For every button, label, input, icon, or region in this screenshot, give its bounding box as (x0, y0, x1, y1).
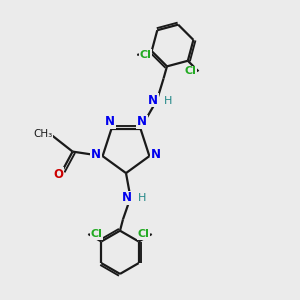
Text: N: N (91, 148, 101, 161)
Text: CH₃: CH₃ (34, 129, 53, 139)
Text: Cl: Cl (140, 50, 152, 60)
Text: H: H (164, 96, 172, 106)
Text: O: O (53, 168, 64, 181)
Text: Cl: Cl (184, 66, 196, 76)
Text: N: N (137, 116, 147, 128)
Text: N: N (151, 148, 161, 161)
Text: Cl: Cl (137, 229, 149, 239)
Text: Cl: Cl (91, 229, 103, 239)
Text: N: N (105, 116, 115, 128)
Text: N: N (122, 191, 132, 204)
Text: H: H (138, 193, 146, 203)
Text: N: N (148, 94, 158, 106)
